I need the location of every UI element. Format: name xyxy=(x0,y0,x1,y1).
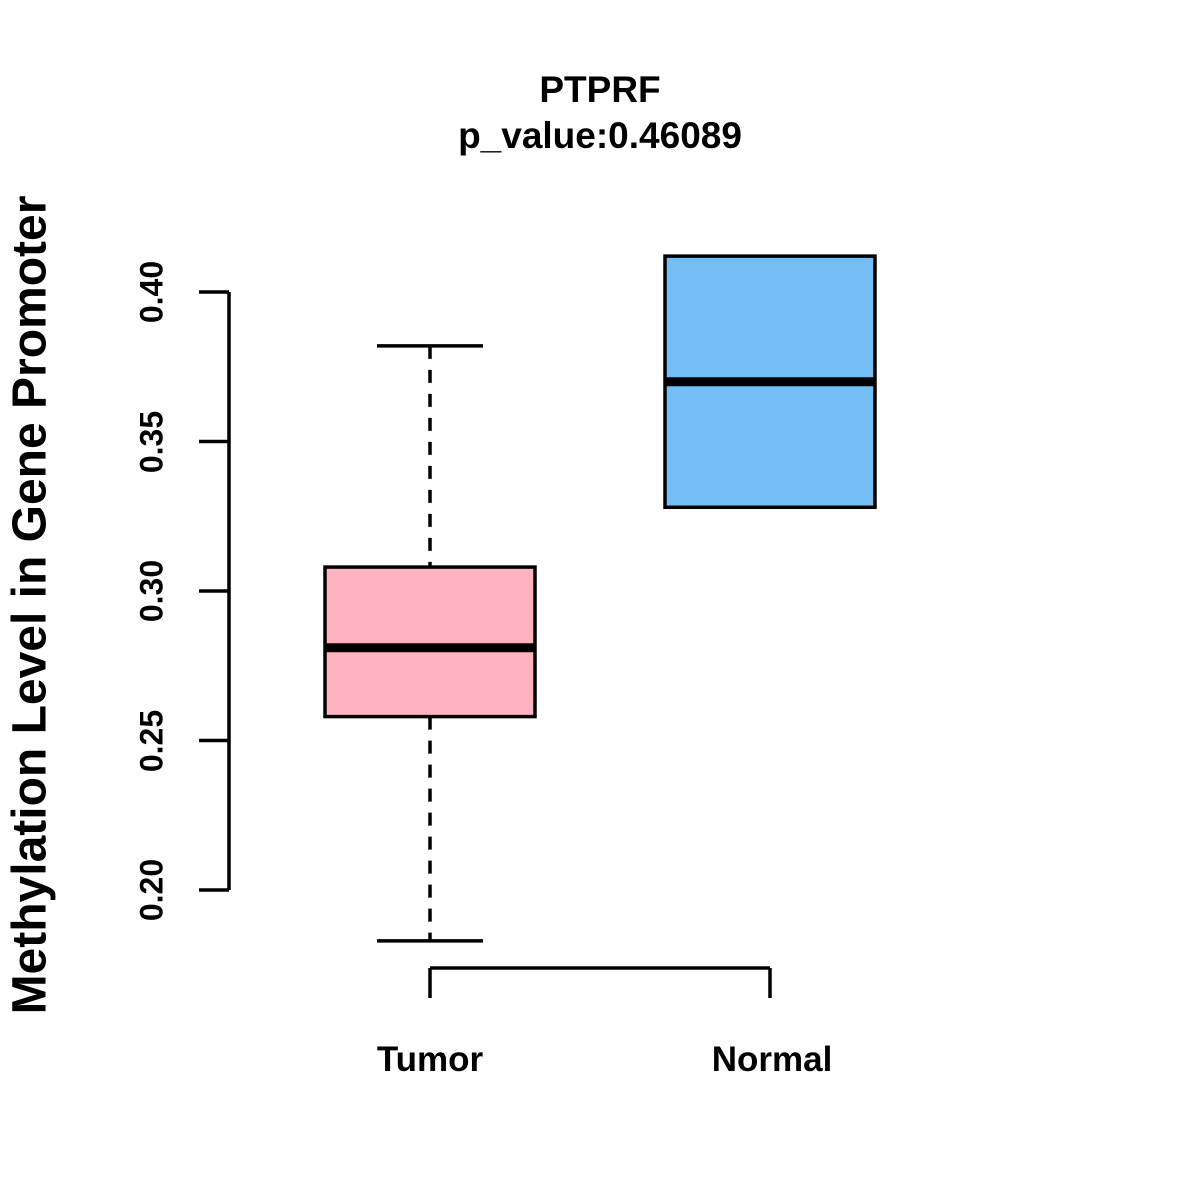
x-category-label-tumor: Tumor xyxy=(376,1040,484,1079)
x-category-label-normal: Normal xyxy=(711,1040,833,1079)
y-tick-label-030: 0.30 xyxy=(133,559,170,623)
box-tumor xyxy=(323,565,537,719)
y-axis-label: Methylation Level in Gene Promoter xyxy=(3,195,57,1015)
y-tick-label-025: 0.25 xyxy=(133,709,170,773)
chart-title: PTPRF xyxy=(539,69,661,110)
chart-subtitle: p_value:0.46089 xyxy=(458,115,742,156)
y-tick-label-020: 0.20 xyxy=(133,858,170,922)
y-tick-label-040: 0.40 xyxy=(133,260,170,324)
y-tick-label-035: 0.35 xyxy=(133,410,170,474)
